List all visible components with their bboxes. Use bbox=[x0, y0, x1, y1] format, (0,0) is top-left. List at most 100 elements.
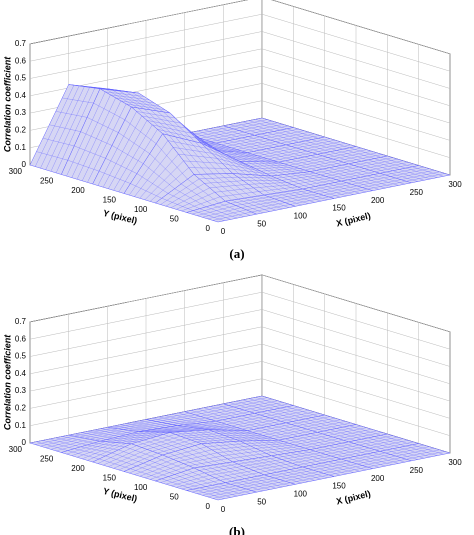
z-axis-label: Correlation coefficient bbox=[2, 334, 12, 430]
caption: (a) bbox=[229, 246, 244, 261]
z-tick-label: 0.4 bbox=[15, 369, 27, 378]
x-tick-label: 50 bbox=[257, 497, 266, 506]
y-tick-label: 0 bbox=[206, 224, 211, 233]
y-tick-label: 200 bbox=[71, 464, 85, 473]
mesh-line bbox=[175, 431, 214, 435]
mesh-line bbox=[237, 176, 277, 179]
mesh-line bbox=[182, 422, 222, 427]
mesh-line bbox=[228, 119, 268, 128]
x-tick-label: 200 bbox=[371, 196, 385, 205]
mesh-line bbox=[283, 155, 323, 164]
x-tick-label: 300 bbox=[448, 180, 462, 189]
y-axis-label: Y (pixel) bbox=[102, 486, 138, 504]
y-tick-label: 250 bbox=[40, 177, 54, 186]
mesh-line bbox=[112, 420, 152, 429]
y-tick-label: 50 bbox=[170, 493, 179, 502]
z-tick-label: 0 bbox=[22, 160, 27, 169]
z-tick-label: 0.2 bbox=[15, 404, 27, 413]
mesh-line bbox=[199, 176, 238, 180]
mesh-line bbox=[322, 147, 362, 157]
mesh-line bbox=[315, 165, 354, 174]
x-tick-label: 100 bbox=[294, 211, 308, 220]
mesh-line bbox=[228, 397, 268, 406]
mesh-line bbox=[291, 138, 330, 147]
y-tick-label: 300 bbox=[9, 445, 23, 454]
x-tick-label: 100 bbox=[294, 489, 308, 498]
mesh-line bbox=[189, 405, 229, 414]
y-tick-label: 200 bbox=[71, 186, 85, 195]
mesh-line bbox=[307, 460, 347, 469]
mesh-line bbox=[66, 91, 106, 177]
mesh-line bbox=[97, 111, 137, 186]
mesh-line bbox=[252, 424, 292, 433]
mesh-line bbox=[353, 157, 393, 166]
mesh-line bbox=[259, 406, 299, 416]
mesh-line bbox=[291, 416, 330, 425]
z-tick-label: 0.6 bbox=[15, 56, 27, 65]
z-tick-label: 0.7 bbox=[15, 39, 27, 48]
mesh-line bbox=[191, 203, 231, 215]
mesh-line bbox=[105, 431, 144, 442]
mesh-line bbox=[189, 127, 229, 136]
y-axis-label: Y (pixel) bbox=[102, 208, 138, 226]
x-tick-label: 150 bbox=[332, 204, 346, 213]
mesh-line bbox=[259, 128, 299, 138]
mesh-line bbox=[346, 452, 386, 461]
mesh-line bbox=[283, 433, 323, 442]
x-tick-label: 250 bbox=[410, 466, 424, 475]
mesh-line bbox=[35, 436, 74, 445]
y-tick-label: 300 bbox=[9, 167, 23, 176]
z-tick-label: 0.7 bbox=[15, 317, 27, 326]
mesh-line bbox=[385, 166, 424, 176]
mesh-line bbox=[230, 476, 270, 485]
mesh-line bbox=[105, 91, 144, 97]
z-tick-label: 0.6 bbox=[15, 334, 27, 343]
mesh-line bbox=[206, 148, 246, 164]
x-tick-label: 0 bbox=[221, 505, 226, 514]
mesh-line bbox=[206, 443, 246, 447]
mesh-line bbox=[191, 484, 231, 493]
caption: (b) bbox=[229, 524, 245, 535]
x-tick-label: 200 bbox=[371, 474, 385, 483]
mesh-line bbox=[199, 463, 238, 471]
mesh-line bbox=[269, 468, 308, 477]
mesh-line bbox=[307, 182, 347, 191]
y-tick-label: 150 bbox=[103, 196, 117, 205]
z-tick-label: 0.2 bbox=[15, 126, 27, 135]
mesh-line bbox=[73, 427, 113, 437]
mesh-line bbox=[97, 445, 137, 464]
mesh-line bbox=[322, 425, 362, 435]
x-tick-label: 250 bbox=[410, 188, 424, 197]
mesh-line bbox=[276, 173, 316, 179]
z-tick-label: 0.4 bbox=[15, 91, 27, 100]
y-tick-label: 100 bbox=[134, 205, 148, 214]
mesh-line bbox=[245, 441, 284, 444]
z-tick-label: 0.3 bbox=[15, 108, 27, 117]
x-tick-label: 50 bbox=[257, 219, 266, 228]
mesh-line bbox=[252, 146, 292, 155]
mesh-line bbox=[35, 85, 75, 167]
y-tick-label: 0 bbox=[206, 502, 211, 511]
z-axis-label: Correlation coefficient bbox=[2, 56, 12, 152]
x-axis-label: X (pixel) bbox=[335, 210, 371, 228]
mesh-line bbox=[221, 136, 260, 145]
mesh-line bbox=[151, 413, 190, 421]
x-tick-label: 0 bbox=[221, 227, 226, 236]
mesh-line bbox=[237, 457, 277, 465]
mesh-line bbox=[230, 196, 270, 204]
z-tick-label: 0.3 bbox=[15, 386, 27, 395]
mesh-line bbox=[167, 140, 207, 149]
y-tick-label: 100 bbox=[134, 483, 148, 492]
y-tick-label: 150 bbox=[103, 474, 117, 483]
mesh-line bbox=[353, 435, 393, 444]
mesh-line bbox=[143, 426, 183, 432]
mesh-line bbox=[315, 443, 354, 452]
z-tick-label: 0.1 bbox=[15, 143, 27, 152]
mesh-line bbox=[136, 111, 176, 119]
mesh-line bbox=[221, 414, 260, 423]
mesh-line bbox=[346, 174, 386, 183]
mesh-line bbox=[167, 446, 207, 458]
x-axis-label: X (pixel) bbox=[335, 488, 371, 506]
mesh-line bbox=[213, 431, 253, 433]
x-tick-label: 300 bbox=[448, 458, 462, 467]
